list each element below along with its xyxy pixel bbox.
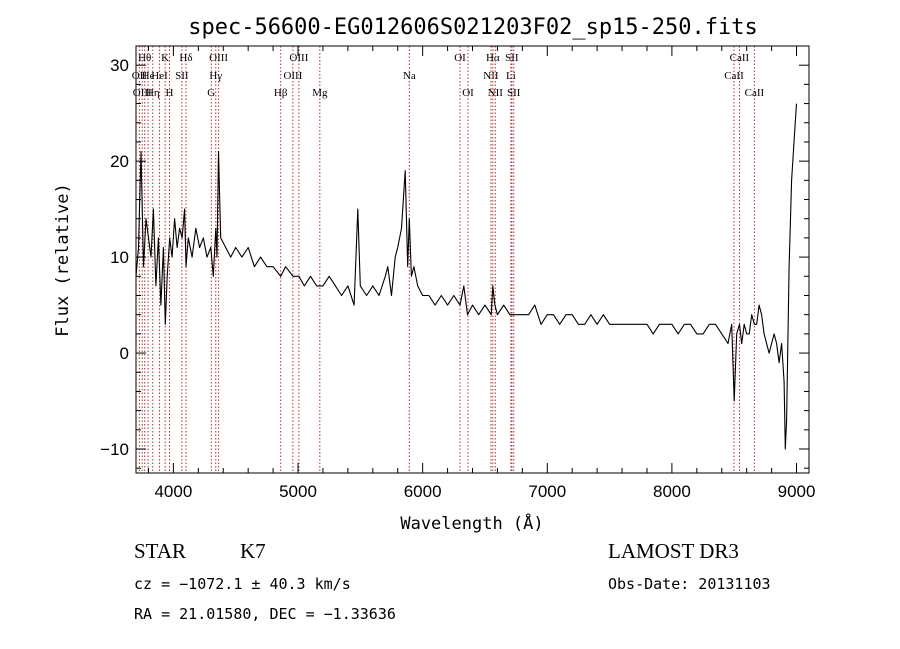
coordinates-readout: RA = 21.01580, DEC = −1.33636 bbox=[134, 605, 396, 623]
line-marker-label: CaII bbox=[730, 52, 750, 64]
line-marker-label: Hη bbox=[146, 87, 160, 99]
y-tick-label: 20 bbox=[110, 152, 129, 171]
line-marker-label: Hθ bbox=[138, 52, 151, 64]
plot-frame bbox=[135, 45, 810, 474]
line-marker-label: OIII bbox=[283, 70, 302, 82]
x-axis-ticks: 4000 5000 6000 7000 8000 9000 bbox=[147, 46, 816, 501]
y-axis-ticks: −10 0 10 20 30 bbox=[100, 45, 809, 469]
line-marker-label: OIII bbox=[133, 87, 152, 99]
line-marker-label: Mg bbox=[312, 87, 328, 99]
x-tick-label: 4000 bbox=[154, 482, 192, 501]
line-marker-label: Hδ bbox=[179, 52, 192, 64]
observation-date: Obs-Date: 20131103 bbox=[608, 575, 771, 593]
y-tick-label: 0 bbox=[120, 344, 129, 363]
spectrum-line bbox=[135, 103, 798, 450]
line-marker-label: SII bbox=[175, 70, 189, 82]
line-marker-label: Hγ bbox=[209, 70, 222, 82]
spectral-subclass: K7 bbox=[240, 539, 266, 563]
x-tick-label: 8000 bbox=[653, 482, 691, 501]
x-tick-label: 5000 bbox=[279, 482, 317, 501]
x-tick-label: 9000 bbox=[778, 482, 816, 501]
y-tick-label: 30 bbox=[110, 56, 129, 75]
emission-line-markers: OIIOIIIHθHeHηHeIKHSIIHδGHγOIIIHβOIIIOIII… bbox=[132, 46, 765, 473]
line-marker-label: CaII bbox=[724, 70, 744, 82]
y-tick-label: −10 bbox=[100, 440, 129, 459]
line-marker-label: HeI bbox=[151, 70, 168, 82]
line-marker-label: NII bbox=[483, 70, 499, 82]
y-tick-label: 10 bbox=[110, 248, 129, 267]
line-marker-label: Hα bbox=[486, 52, 500, 64]
line-marker-label: Hβ bbox=[274, 87, 288, 99]
survey-name: LAMOST DR3 bbox=[608, 539, 739, 563]
line-marker-label: CaII bbox=[745, 87, 765, 99]
line-marker-label: OI bbox=[462, 87, 474, 99]
line-marker-label: OIII bbox=[289, 52, 308, 64]
y-axis-label: Flux (relative) bbox=[53, 183, 73, 337]
line-marker-label: SII bbox=[507, 87, 521, 99]
line-marker-label: K bbox=[161, 52, 169, 64]
x-tick-label: 6000 bbox=[404, 482, 442, 501]
chart-title: spec-56600-EG012606S021203F02_sp15-250.f… bbox=[188, 15, 758, 40]
redshift-readout: cz = −1072.1 ± 40.3 km/s bbox=[134, 575, 351, 593]
line-marker-label: He bbox=[142, 70, 155, 82]
line-marker-label: H bbox=[166, 87, 174, 99]
line-marker-label: NII bbox=[488, 87, 504, 99]
line-marker-label: OIII bbox=[209, 52, 228, 64]
x-tick-label: 7000 bbox=[528, 482, 566, 501]
spectrum-series bbox=[135, 103, 798, 450]
line-marker-label: Li bbox=[506, 70, 516, 82]
object-class: STAR bbox=[134, 539, 186, 563]
line-marker-label: OI bbox=[454, 52, 466, 64]
x-axis-label: Wavelength (Å) bbox=[400, 512, 543, 534]
line-marker-label: G bbox=[207, 87, 215, 99]
line-marker-label: Na bbox=[403, 70, 416, 82]
line-marker-label: SII bbox=[505, 52, 519, 64]
